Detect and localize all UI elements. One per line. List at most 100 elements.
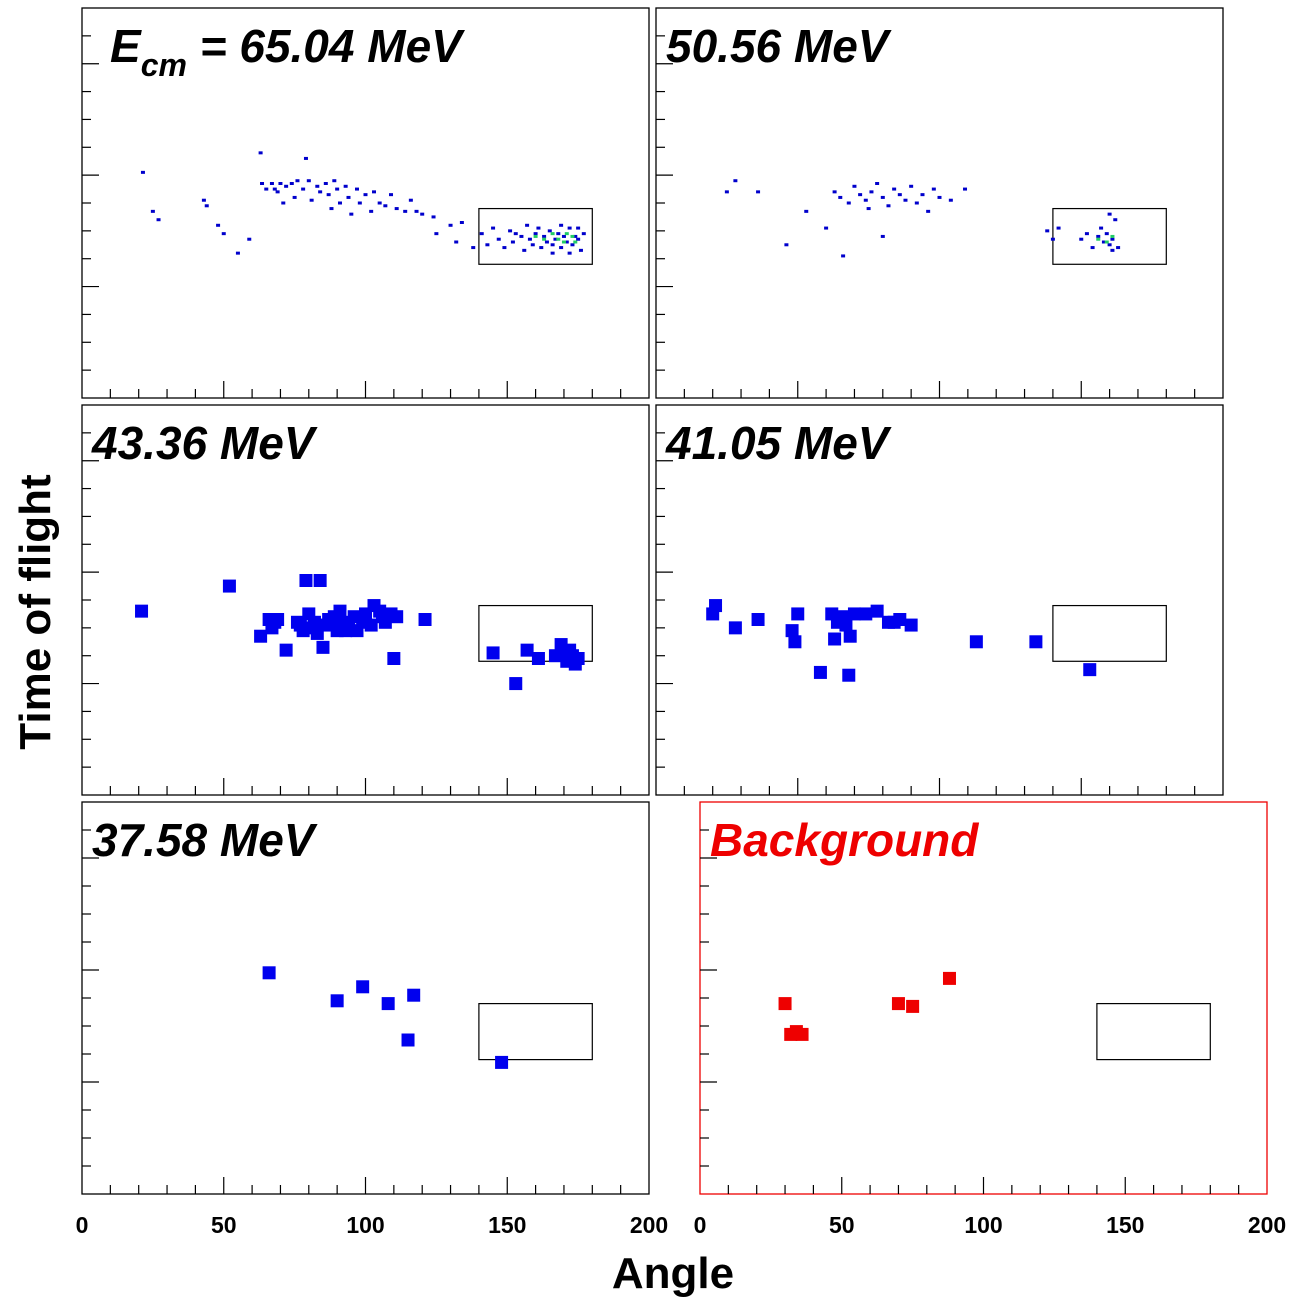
data-point (222, 579, 236, 593)
histogram-cell (247, 237, 252, 241)
histogram-cell (485, 243, 490, 247)
histogram-cell (880, 195, 885, 199)
histogram-cell (931, 187, 936, 191)
histogram-cell (567, 251, 572, 255)
histogram-cell (372, 190, 377, 194)
histogram-cell (573, 234, 578, 238)
histogram-cell (519, 234, 524, 238)
panel-title-text: 41.05 MeV (665, 417, 892, 469)
histogram-cell (258, 151, 263, 155)
histogram-cell (542, 234, 547, 238)
histogram-cell (556, 232, 561, 236)
data-point (751, 613, 765, 626)
histogram-cell (838, 195, 843, 199)
histogram-cell (559, 246, 564, 250)
panel-title-rest: = 65.04 MeV (187, 20, 465, 72)
histogram-cell (431, 215, 436, 219)
histogram-cell (920, 193, 925, 197)
histogram-cell (875, 182, 880, 185)
data-point (356, 980, 370, 994)
histogram-cell (260, 182, 265, 185)
histogram-cell (479, 232, 484, 236)
histogram-cell (414, 209, 419, 213)
histogram-cell (306, 179, 311, 183)
histogram-cell (459, 221, 464, 224)
histogram-cell (323, 182, 328, 185)
histogram-cell (1050, 237, 1055, 241)
histogram-cell (508, 229, 513, 233)
histogram-cell (235, 251, 240, 255)
panel-title-p5: 37.58 MeV (92, 814, 318, 866)
data-point (279, 643, 293, 657)
data-point (1029, 635, 1043, 649)
data-point (778, 997, 792, 1011)
x-tick-label: 200 (1248, 1212, 1286, 1238)
histogram-cell (326, 193, 331, 197)
selection-box (1052, 207, 1167, 265)
data-point (813, 665, 827, 679)
histogram-cell (502, 246, 507, 250)
data-point (520, 643, 534, 657)
histogram-cell (309, 198, 314, 202)
data-point (495, 1055, 509, 1069)
data-point (571, 652, 585, 665)
histogram-cell (289, 182, 294, 185)
histogram-cell (547, 229, 552, 233)
data-point (135, 604, 149, 618)
histogram-cell (578, 248, 583, 252)
histogram-cell (556, 237, 561, 241)
data-point (390, 610, 404, 624)
histogram-cell (550, 232, 555, 236)
y-axis-label: Time of flight (11, 474, 60, 750)
histogram-cell (1107, 243, 1112, 247)
histogram-cell (576, 226, 581, 230)
histogram-cell (561, 240, 566, 244)
histogram-cell (948, 198, 953, 202)
histogram-cell (553, 237, 558, 241)
histogram-cell (332, 179, 337, 183)
data-point (828, 632, 842, 646)
histogram-cell (530, 243, 535, 247)
panel-p4 (655, 404, 1224, 796)
panel-frame (655, 404, 1224, 796)
histogram-cell (539, 246, 544, 250)
histogram-cell (567, 226, 572, 230)
histogram-cell (357, 201, 362, 205)
data-point (531, 652, 545, 665)
histogram-cell (1079, 237, 1084, 241)
histogram-cell (824, 226, 829, 230)
x-tick-label: 100 (964, 1212, 1002, 1238)
data-point (1083, 663, 1097, 677)
histogram-cell (724, 190, 729, 194)
histogram-cell (377, 201, 382, 205)
histogram-cell (858, 193, 863, 197)
histogram-cell (369, 209, 374, 213)
data-point (709, 599, 723, 613)
histogram-cell (550, 251, 555, 255)
data-point (407, 988, 421, 1002)
selection-box (478, 207, 593, 265)
x-axis-label: Angle (612, 1249, 734, 1298)
panel-frame (81, 7, 650, 399)
data-point (307, 615, 321, 629)
histogram-cell (869, 190, 874, 194)
histogram-cell (510, 240, 515, 244)
data-point (254, 629, 268, 643)
histogram-cell (536, 226, 541, 230)
histogram-cell (1090, 246, 1095, 250)
data-point (839, 618, 853, 632)
histogram-cell (903, 198, 908, 202)
x-tick-label: 0 (694, 1212, 707, 1238)
data-point (791, 607, 805, 621)
histogram-cell (559, 223, 564, 227)
histogram-cell (269, 182, 274, 185)
data-point (847, 607, 861, 621)
histogram-cell (527, 237, 532, 241)
panel-p2 (655, 7, 1224, 399)
selection-box (478, 1002, 593, 1061)
data-point (969, 635, 983, 649)
panel-frame (81, 801, 650, 1195)
panel-title-text: 50.56 MeV (666, 20, 892, 72)
histogram-cell (221, 232, 226, 236)
histogram-cell (866, 207, 871, 211)
